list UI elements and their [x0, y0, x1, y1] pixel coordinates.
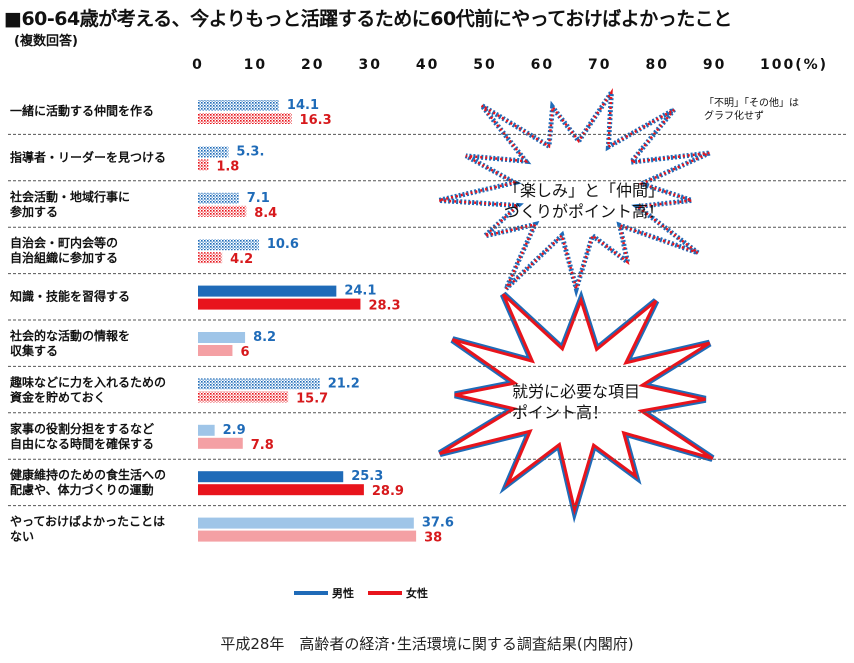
bar-female: [198, 205, 247, 217]
bar-female: [198, 298, 361, 310]
bar-male: [198, 378, 320, 390]
category-label: 健康維持のための食生活への: [10, 467, 166, 482]
category-label: 配慮や、体力づくりの運動: [10, 482, 154, 497]
callout-burst-outline: [439, 293, 714, 516]
bar-female: [198, 530, 417, 542]
legend-label: 男性: [332, 587, 354, 600]
x-tick-label: 100(%): [760, 57, 828, 73]
bar-female: [198, 159, 209, 171]
callout-line: ポイント高！: [512, 403, 609, 422]
data-label-male: 21.2: [328, 376, 360, 391]
category-label: 自治会・町内会等の: [10, 235, 118, 250]
data-label-male: 7.1: [247, 191, 270, 206]
data-label-female: 16.3: [300, 113, 332, 128]
note-line: グラフ化せず: [704, 111, 764, 122]
data-label-female: 7.8: [251, 438, 274, 453]
x-tick-label: 30: [358, 57, 381, 73]
bar-male: [198, 332, 246, 343]
x-tick-label: 40: [416, 57, 439, 73]
data-label-male: 5.3.: [236, 144, 264, 159]
bar-male: [198, 424, 215, 436]
data-label-male: 25.3: [351, 469, 383, 484]
x-tick-label: 50: [473, 57, 496, 73]
callout-text: 「楽しみ」と「仲間」 づくりがポイント高！: [504, 180, 664, 222]
data-label-male: 24.1: [344, 284, 376, 299]
category-label: 自治組織に参加する: [10, 250, 118, 265]
data-label-male: 8.2: [253, 330, 276, 345]
callout-line: 「楽しみ」と「仲間」: [504, 181, 665, 200]
bar-female: [198, 252, 223, 264]
legend: 男性 女性: [0, 585, 854, 605]
bar-male: [198, 517, 414, 529]
legend-item-female: 女性: [368, 585, 428, 601]
chart-subtitle: (複数回答): [14, 34, 78, 49]
chart-title: ■60-64歳が考える、今よりもっと活躍するために60代前にやっておけばよかった…: [4, 8, 732, 30]
category-label: やっておけばよかったことは: [10, 514, 165, 529]
bar-female: [198, 437, 243, 449]
source-caption: 平成28年 高齢者の経済･生活環境に関する調査結果(内閣府): [220, 635, 634, 653]
legend-label: 女性: [406, 587, 428, 600]
note-text: 「不明」「その他」は グラフ化せず: [704, 97, 799, 123]
category-label: 一緒に活動する仲間を作る: [10, 103, 154, 118]
bar-male: [198, 146, 229, 158]
category-label: 家事の役割分担をするなど: [10, 421, 154, 436]
data-label-female: 4.2: [230, 252, 253, 267]
bar-male: [198, 100, 279, 111]
note-line: 「不明」「その他」は: [704, 98, 799, 109]
data-label-female: 15.7: [296, 391, 328, 406]
data-label-female: 28.3: [368, 299, 400, 314]
category-label: 資金を貯めておく: [10, 389, 106, 404]
x-tick-label: 80: [645, 57, 668, 73]
data-label-female: 8.4: [254, 206, 277, 221]
bar-male: [198, 285, 337, 297]
category-label: 指導者・リーダーを見つける: [10, 149, 166, 164]
x-tick-label: 90: [703, 57, 726, 73]
data-label-female: 1.8: [216, 159, 239, 174]
category-label: 収集する: [10, 343, 58, 358]
bar-female: [198, 345, 233, 356]
category-label: 自由になる時間を確保する: [10, 436, 154, 451]
bar-female: [198, 484, 364, 496]
data-label-male: 10.6: [267, 237, 299, 252]
data-label-male: 14.1: [287, 98, 319, 113]
callout-burst: [438, 83, 711, 298]
callout-burst-outline: [438, 88, 711, 294]
x-tick-label: 10: [244, 57, 267, 73]
bar-male: [198, 239, 259, 251]
x-tick-label: 70: [588, 57, 611, 73]
data-label-female: 6: [240, 345, 249, 360]
category-label: 参加する: [10, 204, 58, 219]
data-label-male: 2.9: [223, 423, 246, 438]
category-label: 趣味などに力を入れるための: [9, 374, 166, 389]
callout-line: 就労に必要な項目: [512, 382, 641, 401]
callout-text: 就労に必要な項目 ポイント高！: [512, 381, 640, 423]
data-label-male: 37.6: [422, 516, 454, 531]
legend-item-male: 男性: [294, 585, 354, 601]
bar-female: [198, 113, 292, 124]
category-label: 知識・技能を習得する: [9, 289, 130, 304]
category-label: 社会活動・地域行事に: [9, 189, 130, 204]
legend-swatch: [294, 591, 328, 595]
legend-swatch: [368, 591, 402, 595]
x-tick-label: 20: [301, 57, 324, 73]
data-label-female: 28.9: [372, 484, 404, 499]
data-label-female: 38: [424, 531, 442, 546]
callout-line: づくりがポイント高！: [504, 202, 665, 221]
category-label: ない: [10, 530, 34, 544]
bar-female: [198, 391, 289, 403]
x-tick-label: 60: [531, 57, 554, 73]
category-label: 社会的な活動の情報を: [9, 328, 130, 343]
x-tick-label: 0: [192, 57, 204, 73]
bar-male: [198, 192, 239, 204]
bar-male: [198, 471, 344, 483]
